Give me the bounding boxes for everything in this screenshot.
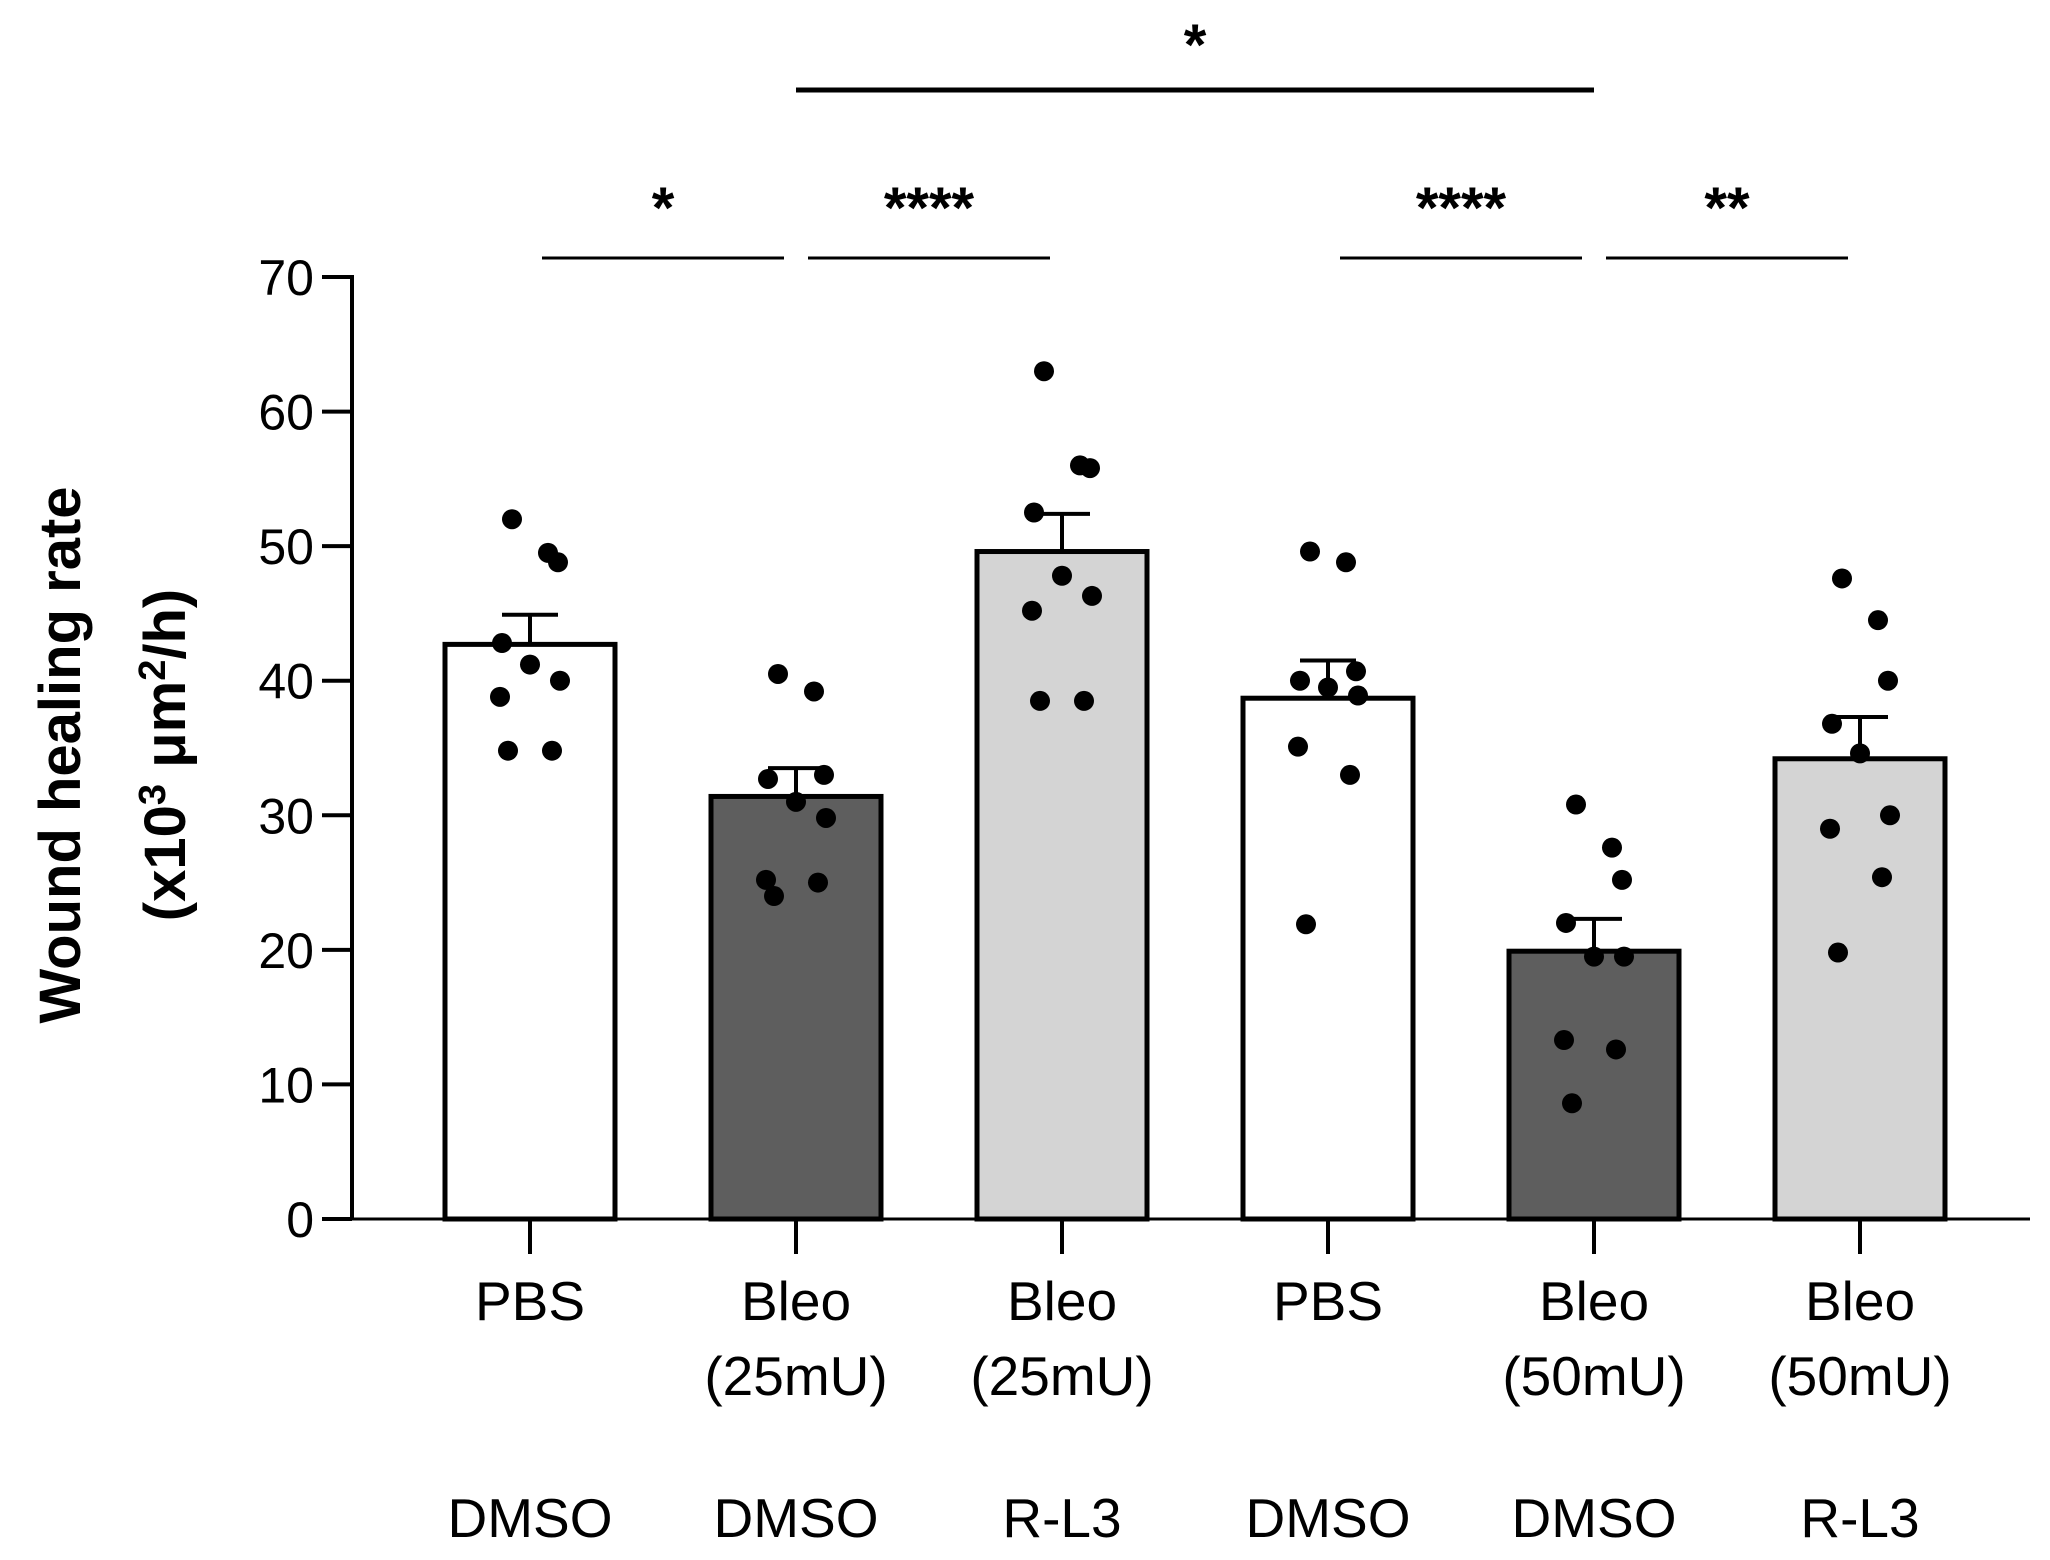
bar xyxy=(1240,695,1416,1222)
y-tick-label: 0 xyxy=(286,1192,314,1248)
treatment-label: DMSO xyxy=(448,1487,613,1549)
data-point xyxy=(804,681,824,702)
y-label-unit: μm xyxy=(133,681,198,784)
y-axis-label-line1: Wound healing rate xyxy=(28,486,93,1023)
data-point xyxy=(550,670,570,691)
category-label: Bleo xyxy=(1007,1270,1117,1332)
data-point xyxy=(1828,942,1848,963)
data-point xyxy=(768,663,788,684)
significance-label: **** xyxy=(1416,176,1507,241)
category-label: PBS xyxy=(475,1270,585,1332)
y-tick-label: 40 xyxy=(258,654,314,710)
category-label-dose: (25mU) xyxy=(704,1345,887,1407)
data-point xyxy=(1074,690,1094,711)
data-point xyxy=(816,807,836,828)
data-point xyxy=(1340,764,1360,785)
bar xyxy=(1506,948,1682,1222)
data-point xyxy=(1300,541,1320,562)
data-point xyxy=(758,768,778,789)
data-point xyxy=(492,633,512,654)
significance-layer: * **** **** *** xyxy=(542,13,1848,260)
y-tick-label: 60 xyxy=(258,385,314,441)
data-point xyxy=(786,791,806,812)
data-point xyxy=(490,686,510,707)
y-label-sup-2: 2 xyxy=(132,660,174,681)
treatment-label: R-L3 xyxy=(1002,1487,1121,1549)
category-label-dose: (50mU) xyxy=(1502,1345,1685,1407)
points-layer xyxy=(490,361,1900,1114)
treatment-label: DMSO xyxy=(1512,1487,1677,1549)
y-tick-label: 30 xyxy=(258,788,314,844)
data-point xyxy=(498,740,518,761)
bar xyxy=(708,793,884,1222)
significance-label: ** xyxy=(1704,176,1750,241)
bar xyxy=(974,549,1150,1222)
bar xyxy=(442,641,618,1222)
y-tick-label: 20 xyxy=(258,923,314,979)
y-tick-label: 70 xyxy=(258,250,314,306)
data-point xyxy=(1052,565,1072,586)
data-point xyxy=(1602,837,1622,858)
bars-layer xyxy=(442,549,1948,1222)
category-label: PBS xyxy=(1273,1270,1383,1332)
significance-label: * xyxy=(1184,13,1207,78)
y-tick-label: 10 xyxy=(258,1057,314,1113)
data-point xyxy=(1348,685,1368,706)
data-point xyxy=(1556,912,1576,933)
data-point xyxy=(1566,794,1586,815)
axes-layer xyxy=(322,275,2030,1254)
category-label-dose: (50mU) xyxy=(1768,1345,1951,1407)
treatment-label: R-L3 xyxy=(1800,1487,1919,1549)
data-point xyxy=(1562,1093,1582,1114)
data-point xyxy=(808,872,828,893)
data-point xyxy=(1872,867,1892,888)
data-point xyxy=(1612,869,1632,890)
y-label-prefix: (x10 xyxy=(133,805,198,921)
y-axis-label-line2: (x103 μm2/h) xyxy=(132,589,198,921)
data-point xyxy=(1288,736,1308,757)
y-label-suffix: /h) xyxy=(133,589,198,660)
labels-layer: 0 10 20 30 40 50 60 70 PBS DMSO Bleo (25mU) DMSO Bleo… xyxy=(258,250,1951,1549)
data-point xyxy=(1554,1030,1574,1051)
data-point xyxy=(542,740,562,761)
treatment-label: DMSO xyxy=(714,1487,879,1549)
data-point xyxy=(1606,1039,1626,1060)
data-point xyxy=(1080,458,1100,479)
category-label: Bleo xyxy=(741,1270,851,1332)
data-point xyxy=(1346,661,1366,682)
data-point xyxy=(520,654,540,675)
data-point xyxy=(1820,818,1840,839)
data-point xyxy=(1030,690,1050,711)
data-point xyxy=(548,552,568,573)
data-point xyxy=(1878,670,1898,691)
treatment-label: DMSO xyxy=(1246,1487,1411,1549)
y-label-sup-3: 3 xyxy=(132,784,174,805)
data-point xyxy=(1296,914,1316,935)
data-point xyxy=(1832,568,1852,589)
data-point xyxy=(1584,946,1604,967)
data-point xyxy=(1880,805,1900,826)
data-point xyxy=(502,509,522,530)
data-point xyxy=(1034,361,1054,382)
category-label: Bleo xyxy=(1539,1270,1649,1332)
significance-label: * xyxy=(652,176,675,241)
data-point xyxy=(1022,600,1042,621)
category-label: Bleo xyxy=(1805,1270,1915,1332)
bar xyxy=(1772,756,1948,1222)
y-tick-label: 50 xyxy=(258,519,314,575)
data-point xyxy=(756,869,776,890)
error-bars-layer xyxy=(502,511,1888,952)
data-point xyxy=(1868,610,1888,631)
data-point xyxy=(1336,552,1356,573)
category-label-dose: (25mU) xyxy=(970,1345,1153,1407)
significance-label: **** xyxy=(884,176,975,241)
data-point xyxy=(1290,670,1310,691)
data-point xyxy=(1082,585,1102,606)
data-point xyxy=(1614,946,1634,967)
data-point xyxy=(764,886,784,907)
